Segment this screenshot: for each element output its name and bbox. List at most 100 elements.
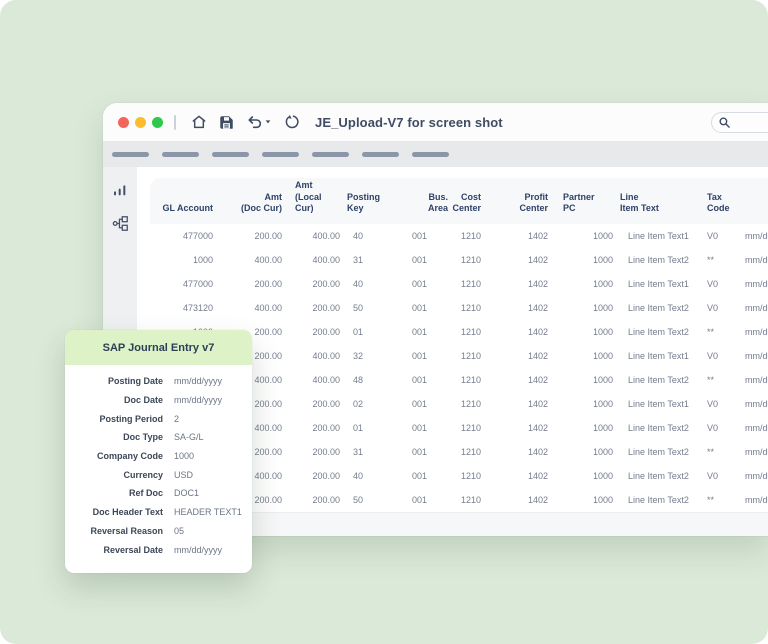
cell-tax-code[interactable]: ** xyxy=(707,255,715,265)
cell-posting-key[interactable]: 31 xyxy=(353,447,364,457)
cell-profit-center[interactable]: 1402 xyxy=(527,231,548,241)
cell-cost-center[interactable]: 1210 xyxy=(460,447,481,457)
cell-partner-pc[interactable]: 1000 xyxy=(592,375,613,385)
cell-amt-doc-cur[interactable]: 400.00 xyxy=(254,255,282,265)
menu-item-placeholder[interactable] xyxy=(412,151,449,157)
cell-gl-account[interactable]: 473120 xyxy=(182,303,213,313)
cell-profit-center[interactable]: 1402 xyxy=(527,255,548,265)
column-header[interactable]: Tax Code xyxy=(707,191,730,214)
cell-amt-doc-cur[interactable]: 200.00 xyxy=(254,351,282,361)
menu-item-placeholder[interactable] xyxy=(212,151,249,157)
cell-partner-pc[interactable]: 1000 xyxy=(592,303,613,313)
cell-amt-doc-cur[interactable]: 200.00 xyxy=(254,399,282,409)
column-header[interactable]: Line Item Text xyxy=(620,191,659,214)
field-value[interactable]: mm/dd/yyyy xyxy=(174,544,223,555)
cell-posting-key[interactable]: 31 xyxy=(353,255,364,265)
flow-icon[interactable] xyxy=(112,215,129,232)
cell-cost-center[interactable]: 1210 xyxy=(460,255,481,265)
field-value[interactable]: SA-G/L xyxy=(174,432,204,443)
cell-profit-center[interactable]: 1402 xyxy=(527,423,548,433)
field-value[interactable]: mm/dd/yyyy xyxy=(174,395,223,406)
cell-tax-code[interactable]: V0 xyxy=(707,231,719,241)
cell-partner-pc[interactable]: 1000 xyxy=(592,231,613,241)
cell-line-item-text[interactable]: Line Item Text2 xyxy=(628,423,689,433)
cell-posting-key[interactable]: 01 xyxy=(353,423,364,433)
cell-amt-doc-cur[interactable]: 400.00 xyxy=(254,303,282,313)
cell-line-item-text[interactable]: Line Item Text2 xyxy=(628,447,689,457)
column-header[interactable]: Amt (Doc Cur) xyxy=(241,191,282,214)
cell-tax-code[interactable]: ** xyxy=(707,327,715,337)
menu-item-placeholder[interactable] xyxy=(312,151,349,157)
column-header[interactable]: Posting Key xyxy=(347,191,380,214)
column-header[interactable]: GL Account xyxy=(162,203,213,214)
cell-tax-code[interactable]: V0 xyxy=(707,351,719,361)
cell-gl-account[interactable]: 477000 xyxy=(182,279,213,289)
cell-date[interactable]: mm/dd/yyyy xyxy=(745,279,768,289)
cell-amt-local-cur[interactable]: 400.00 xyxy=(312,255,340,265)
cell-amt-local-cur[interactable]: 200.00 xyxy=(312,399,340,409)
cell-amt-doc-cur[interactable]: 400.00 xyxy=(254,375,282,385)
cell-amt-local-cur[interactable]: 200.00 xyxy=(312,423,340,433)
cell-date[interactable]: mm/dd/yyyy xyxy=(745,231,768,241)
cell-amt-local-cur[interactable]: 200.00 xyxy=(312,327,340,337)
cell-partner-pc[interactable]: 1000 xyxy=(592,495,613,505)
cell-amt-local-cur[interactable]: 200.00 xyxy=(312,303,340,313)
cell-bus-area[interactable]: 001 xyxy=(412,231,428,241)
cell-line-item-text[interactable]: Line Item Text2 xyxy=(628,471,689,481)
cell-amt-doc-cur[interactable]: 200.00 xyxy=(254,279,282,289)
cell-profit-center[interactable]: 1402 xyxy=(527,351,548,361)
cell-line-item-text[interactable]: Line Item Text1 xyxy=(628,351,689,361)
column-header[interactable]: Amt (Local Cur) xyxy=(295,179,322,214)
cell-cost-center[interactable]: 1210 xyxy=(460,231,481,241)
cell-cost-center[interactable]: 1210 xyxy=(460,399,481,409)
cell-cost-center[interactable]: 1210 xyxy=(460,375,481,385)
cell-profit-center[interactable]: 1402 xyxy=(527,495,548,505)
cell-tax-code[interactable]: ** xyxy=(707,447,715,457)
menu-item-placeholder[interactable] xyxy=(112,151,149,157)
cell-tax-code[interactable]: ** xyxy=(707,495,715,505)
cell-posting-key[interactable]: 01 xyxy=(353,327,364,337)
bar-chart-icon[interactable] xyxy=(112,182,128,198)
cell-line-item-text[interactable]: Line Item Text2 xyxy=(628,327,689,337)
undo-icon[interactable] xyxy=(246,114,272,130)
cell-date[interactable]: mm/dd/yyyy xyxy=(745,471,768,481)
cell-bus-area[interactable]: 001 xyxy=(412,327,428,337)
column-header[interactable] xyxy=(738,215,768,224)
cell-gl-account[interactable]: 1000 xyxy=(192,255,213,265)
field-value[interactable]: 05 xyxy=(174,525,185,536)
cell-amt-local-cur[interactable]: 400.00 xyxy=(312,231,340,241)
cell-profit-center[interactable]: 1402 xyxy=(527,447,548,457)
save-icon[interactable] xyxy=(219,115,234,130)
field-value[interactable]: USD xyxy=(174,469,194,480)
cell-posting-key[interactable]: 40 xyxy=(353,231,364,241)
cell-date[interactable]: mm/dd/yyyy xyxy=(745,303,768,313)
field-value[interactable]: mm/dd/yyyy xyxy=(174,376,223,387)
menu-item-placeholder[interactable] xyxy=(262,151,299,157)
cell-amt-local-cur[interactable]: 200.00 xyxy=(312,279,340,289)
field-value[interactable]: 1000 xyxy=(174,451,195,462)
cell-profit-center[interactable]: 1402 xyxy=(527,303,548,313)
cell-amt-local-cur[interactable]: 200.00 xyxy=(312,495,340,505)
cell-profit-center[interactable]: 1402 xyxy=(527,471,548,481)
cell-bus-area[interactable]: 001 xyxy=(412,279,428,289)
field-value[interactable]: DOC1 xyxy=(174,488,200,499)
column-header[interactable]: Partner PC xyxy=(563,191,595,214)
cell-amt-local-cur[interactable]: 200.00 xyxy=(312,471,340,481)
cell-bus-area[interactable]: 001 xyxy=(412,447,428,457)
cell-profit-center[interactable]: 1402 xyxy=(527,279,548,289)
cell-date[interactable]: mm/dd/yyyy xyxy=(745,351,768,361)
cell-profit-center[interactable]: 1402 xyxy=(527,399,548,409)
cell-tax-code[interactable]: V0 xyxy=(707,471,719,481)
field-value[interactable]: HEADER TEXT1 xyxy=(174,507,242,518)
cell-amt-doc-cur[interactable]: 200.00 xyxy=(254,495,282,505)
cell-cost-center[interactable]: 1210 xyxy=(460,495,481,505)
cell-cost-center[interactable]: 1210 xyxy=(460,423,481,433)
column-header[interactable]: Cost Center xyxy=(452,191,481,214)
cell-posting-key[interactable]: 40 xyxy=(353,279,364,289)
field-value[interactable]: 2 xyxy=(174,413,180,424)
cell-posting-key[interactable]: 50 xyxy=(353,495,364,505)
traffic-light-close[interactable] xyxy=(118,116,129,128)
cell-posting-key[interactable]: 40 xyxy=(353,471,364,481)
cell-amt-local-cur[interactable]: 400.00 xyxy=(312,351,340,361)
cell-posting-key[interactable]: 48 xyxy=(353,375,364,385)
